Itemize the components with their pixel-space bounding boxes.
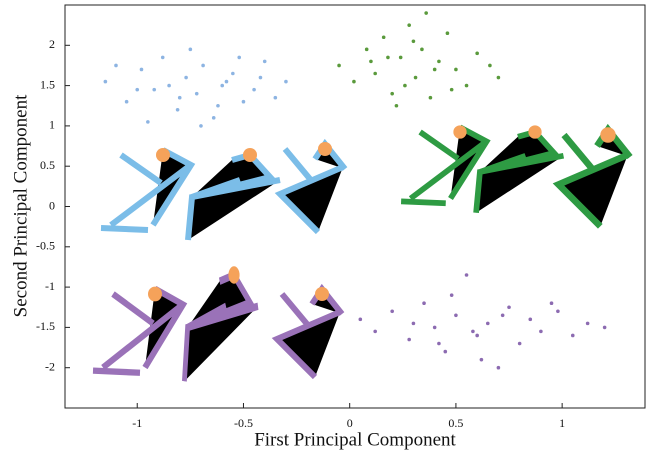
x-tick-label: 0 (347, 416, 353, 430)
pose-figures (93, 125, 630, 381)
scatter-point (420, 47, 424, 52)
scatter-point (464, 273, 469, 277)
scatter-point (199, 124, 203, 128)
scatter-point (237, 55, 242, 60)
scatter-point (394, 103, 399, 108)
scatter-point (184, 75, 188, 80)
scatter-point (449, 87, 454, 92)
scatter-point (160, 55, 165, 60)
y-tick-label: 1 (49, 118, 55, 132)
scatter-point (220, 83, 225, 88)
scatter-point (485, 321, 490, 326)
scatter-point (424, 11, 428, 15)
scatter-point (114, 63, 118, 68)
scatter-point (262, 59, 267, 64)
y-axis-title: Second Principal Component (10, 94, 31, 317)
scatter-point (496, 75, 501, 80)
scatter-point (507, 305, 511, 310)
scatter-point (124, 99, 129, 104)
scatter-point (403, 83, 407, 88)
scatter-point (422, 301, 426, 306)
x-tick-label: 0.5 (448, 416, 463, 430)
scatter-point (188, 47, 193, 52)
scatter-point (449, 293, 454, 297)
y-tick-label: 0 (49, 198, 55, 212)
scatter-point (407, 23, 411, 27)
scatter-point (411, 39, 416, 44)
scatter-point (570, 333, 575, 338)
scatter-point (364, 47, 369, 52)
scatter-point (337, 63, 341, 68)
scatter-point (216, 103, 220, 108)
scatter-point (381, 35, 386, 40)
scatter-point (475, 51, 479, 56)
scatter-point (373, 329, 377, 334)
scatter-point (454, 313, 458, 318)
scatter-point (437, 59, 441, 64)
scatter-point (258, 75, 263, 80)
scatter-point (500, 313, 505, 318)
scatter-point (413, 75, 418, 80)
x-axis-title: First Principal Component (254, 429, 456, 450)
y-tick-label: 2 (49, 37, 55, 51)
scatter-point (398, 55, 403, 60)
scatter-point (194, 91, 199, 96)
y-tick-label: -2 (45, 359, 55, 373)
scatter-point (496, 365, 501, 370)
scatter-point (241, 99, 246, 104)
scatter-point (475, 333, 479, 338)
scatter-point (443, 349, 448, 354)
scatter-point (390, 309, 394, 314)
y-tick-label: 1.5 (40, 77, 55, 91)
scatter-point (175, 107, 180, 112)
y-tick-label: -0.5 (36, 239, 55, 253)
scatter-point (411, 321, 416, 326)
scatter-point (464, 83, 469, 88)
scatter-point (224, 79, 229, 84)
scatter-point (167, 83, 171, 88)
scatter-point (517, 341, 522, 346)
scatter-point (373, 71, 377, 76)
scatter-point (284, 79, 288, 84)
scatter-point (211, 116, 216, 120)
y-tick-label: 0.5 (40, 158, 55, 172)
scatter-point (139, 67, 144, 72)
y-tick-label: -1 (45, 279, 55, 293)
scatter-point (386, 55, 390, 60)
scatter-point (369, 59, 373, 64)
scatter-point (252, 87, 256, 92)
scatter-point (556, 309, 560, 314)
scatter-point (445, 31, 450, 36)
scatter-point (428, 95, 433, 100)
scatter-point (479, 357, 484, 362)
scatter-point (103, 79, 108, 84)
x-tick-label: 1 (559, 416, 565, 430)
scatter-point (135, 87, 140, 92)
scatter-point (201, 63, 205, 68)
scatter-point (432, 325, 437, 330)
scatter-point (273, 95, 278, 100)
scatter-point (602, 325, 607, 330)
y-tick-label: -1.5 (36, 319, 55, 333)
scatter-point (352, 79, 356, 84)
scatter-point (432, 67, 437, 72)
scatter-point (390, 91, 394, 96)
scatter-point (454, 67, 458, 72)
scatter-point (407, 337, 411, 342)
scatter-point (358, 317, 363, 322)
scatter-point (549, 301, 554, 306)
scatter-point (471, 329, 475, 334)
scatter-point (177, 95, 182, 100)
scatter-point (528, 317, 533, 322)
scatter-point (585, 321, 590, 326)
scatter-point (146, 120, 150, 124)
x-tick-label: -1 (132, 416, 142, 430)
scatter-point (488, 63, 492, 68)
scatter-point (152, 87, 157, 92)
x-tick-label: -0.5 (234, 416, 253, 430)
scatter-point (437, 341, 441, 346)
scatter-point (231, 71, 235, 76)
scatter-point (539, 329, 543, 334)
